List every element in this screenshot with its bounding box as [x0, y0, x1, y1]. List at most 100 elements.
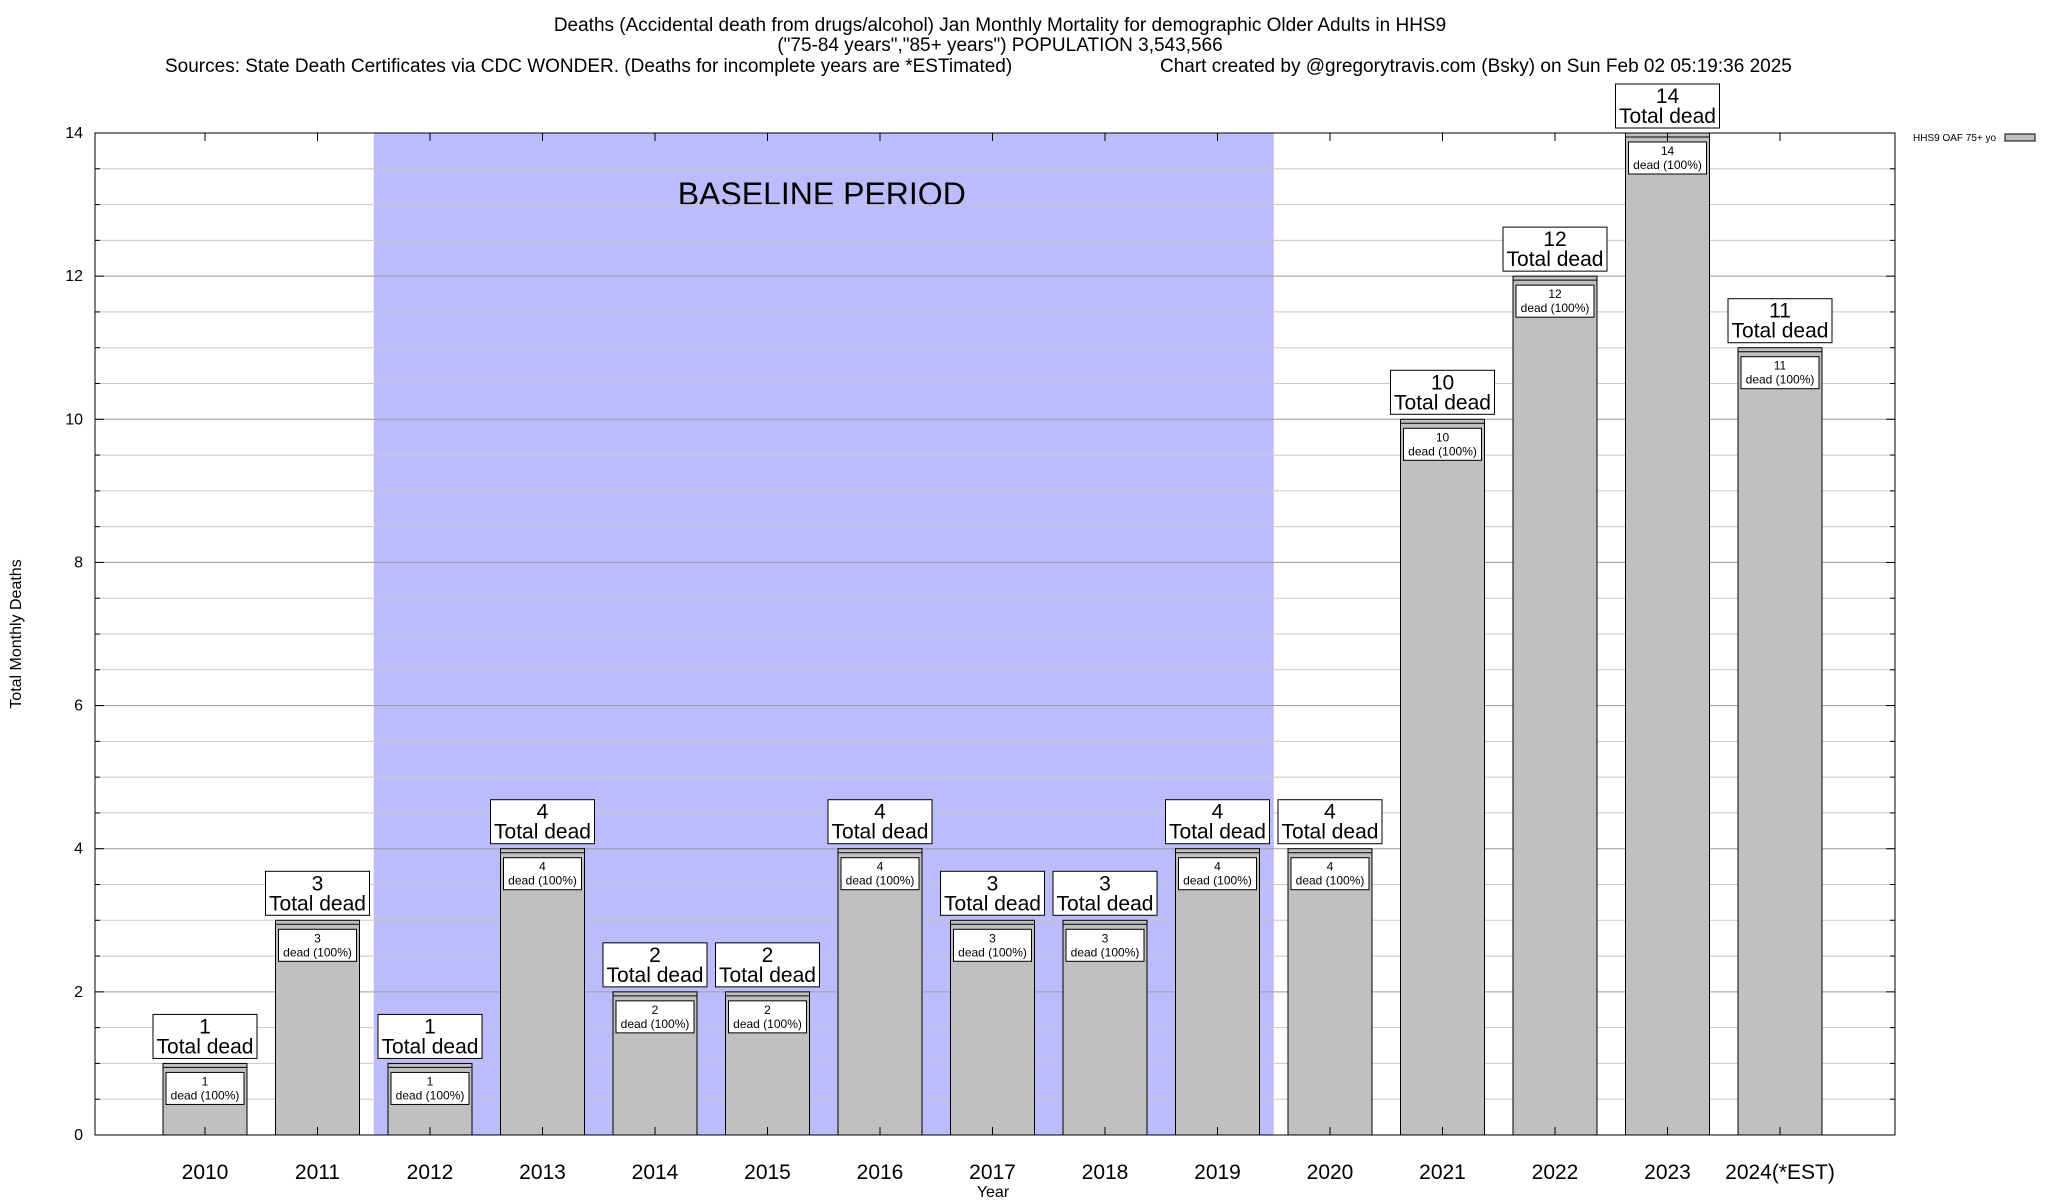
total-label-box — [1390, 369, 1495, 415]
chart-title-group: Deaths (Accidental death from drugs/alco… — [165, 15, 1792, 77]
total-label-text: Total dead — [1169, 821, 1266, 844]
total-label-text: Total dead — [944, 892, 1041, 915]
total-label-text: Total dead — [382, 1035, 479, 1058]
inner-label-box — [1740, 356, 1820, 390]
bar — [1737, 347, 1823, 1136]
inner-label-box — [503, 857, 582, 891]
total-label-box — [1165, 799, 1270, 845]
inner-label-value: 2 — [764, 1003, 771, 1017]
y-tick-label: 8 — [74, 554, 83, 571]
bar — [500, 848, 585, 1136]
inner-label-text: dead (100%) — [283, 945, 352, 959]
total-label-text: Total dead — [269, 892, 366, 915]
total-label-text: Total dead — [1394, 391, 1491, 414]
total-label-box — [940, 870, 1045, 916]
total-label-text: Total dead — [832, 821, 929, 844]
chart-credit: Chart created by @gregorytravis.com (Bsk… — [1160, 56, 1792, 77]
inner-label-value: 4 — [539, 860, 546, 874]
inner-label-text: dead (100%) — [621, 1017, 690, 1031]
bar — [1287, 848, 1373, 1136]
y-axis-label: Total Monthly Deaths — [8, 559, 25, 708]
y-tick-label: 6 — [74, 698, 83, 715]
y-tick-label: 14 — [65, 125, 83, 142]
inner-label-value: 4 — [1327, 860, 1334, 874]
total-label-value: 3 — [987, 872, 999, 895]
y-tick-label: 12 — [65, 268, 83, 285]
total-label-value: 14 — [1656, 85, 1680, 108]
total-label-value: 4 — [537, 801, 549, 824]
total-label-value: 4 — [1212, 801, 1224, 824]
inner-label-text: dead (100%) — [1183, 874, 1252, 888]
bar — [1512, 275, 1598, 1136]
inner-label-value: 10 — [1436, 430, 1450, 444]
total-label-value: 3 — [1099, 872, 1111, 895]
total-label-box — [377, 1013, 483, 1059]
inner-label-value: 11 — [1774, 359, 1787, 373]
inner-label-box — [840, 857, 920, 891]
x-tick-label: 2017 — [969, 1161, 1016, 1184]
inner-label-value: 12 — [1548, 287, 1562, 301]
chart-sources: Sources: State Death Certificates via CD… — [165, 56, 1012, 77]
x-tick-label: 2020 — [1307, 1161, 1354, 1184]
total-label-value: 2 — [649, 944, 661, 967]
total-label-box — [1052, 870, 1158, 916]
x-tick-label: 2015 — [744, 1161, 791, 1184]
inner-label-box — [615, 1000, 695, 1034]
x-tick-label: 2012 — [407, 1161, 454, 1184]
total-label-box — [490, 799, 595, 845]
x-tick-label: 2024(*EST) — [1725, 1161, 1835, 1184]
inner-label-value: 3 — [1102, 931, 1109, 945]
inner-label-box — [1290, 857, 1370, 891]
total-label-box — [1727, 298, 1833, 344]
bar — [1400, 418, 1485, 1136]
inner-label-box — [953, 928, 1032, 962]
y-tick-label: 10 — [65, 411, 83, 428]
inner-label-value: 4 — [877, 860, 884, 874]
inner-label-value: 3 — [989, 931, 996, 945]
total-label-text: Total dead — [1619, 105, 1716, 128]
legend-swatch — [2004, 133, 2036, 142]
total-label-box — [152, 1013, 258, 1059]
x-axis-label: Year — [977, 1184, 1010, 1200]
total-label-value: 10 — [1431, 371, 1454, 394]
total-label-value: 4 — [874, 801, 886, 824]
bar — [1625, 132, 1710, 1136]
bar — [1175, 848, 1260, 1136]
bar — [837, 848, 923, 1136]
legend: HHS9 OAF 75+ yo — [1913, 133, 2036, 144]
inner-label-value: 1 — [202, 1074, 209, 1088]
inner-label-box — [1628, 141, 1707, 175]
inner-label-text: dead (100%) — [1408, 444, 1477, 458]
x-tick-label: 2014 — [632, 1161, 679, 1184]
inner-label-box — [278, 928, 357, 962]
y-tick-label: 2 — [74, 984, 83, 1001]
inner-label-value: 2 — [652, 1003, 659, 1017]
total-label-text: Total dead — [494, 821, 591, 844]
total-label-text: Total dead — [607, 964, 704, 987]
x-tick-label: 2016 — [857, 1161, 904, 1184]
inner-label-box — [728, 1000, 807, 1034]
legend-label: HHS9 OAF 75+ yo — [1913, 133, 1997, 144]
inner-label-text: dead (100%) — [1746, 373, 1815, 387]
x-tick-label: 2023 — [1644, 1161, 1691, 1184]
x-tick-label: 2021 — [1419, 1161, 1466, 1184]
inner-label-text: dead (100%) — [1633, 158, 1702, 172]
total-label-text: Total dead — [157, 1035, 254, 1058]
x-tick-label: 2010 — [182, 1161, 229, 1184]
inner-label-value: 3 — [314, 931, 321, 945]
inner-label-box — [390, 1071, 470, 1105]
baseline-label: BASELINE PERIOD — [678, 176, 966, 212]
y-tick-label: 0 — [74, 1127, 83, 1144]
inner-label-text: dead (100%) — [1071, 945, 1140, 959]
inner-label-text: dead (100%) — [396, 1088, 465, 1102]
x-tick-label: 2018 — [1082, 1161, 1129, 1184]
x-tick-label: 2019 — [1194, 1161, 1241, 1184]
total-label-value: 3 — [312, 872, 324, 895]
total-label-text: Total dead — [1732, 320, 1829, 343]
total-label-text: Total dead — [1282, 821, 1379, 844]
total-label-value: 4 — [1324, 801, 1336, 824]
inner-label-text: dead (100%) — [733, 1017, 802, 1031]
total-label-box — [1502, 226, 1608, 272]
